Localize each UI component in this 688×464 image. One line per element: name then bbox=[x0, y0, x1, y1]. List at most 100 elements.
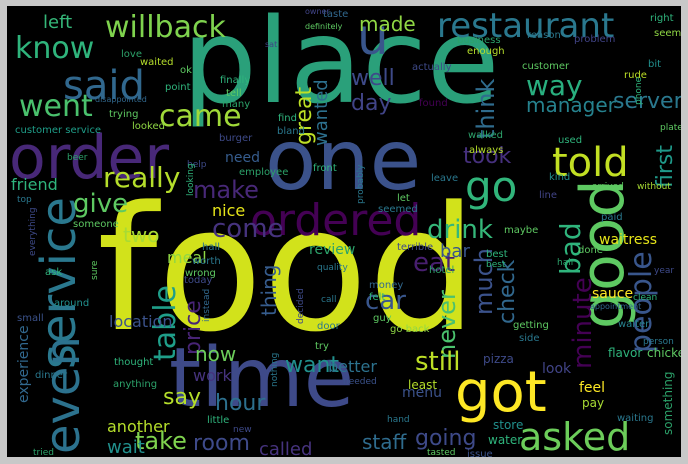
word-staff: staff bbox=[362, 430, 407, 454]
word-another: another bbox=[107, 417, 170, 436]
word-going: going bbox=[415, 426, 477, 451]
word-ask: ask bbox=[45, 267, 63, 278]
word-ok: ok bbox=[180, 65, 192, 76]
word-side: side bbox=[519, 333, 540, 344]
word-felt: felt bbox=[369, 292, 386, 303]
word-kind: kind bbox=[549, 172, 571, 183]
word-seem: seem bbox=[654, 28, 681, 39]
word-go-back: go back bbox=[390, 324, 430, 335]
word-u: u bbox=[357, 8, 389, 66]
word-door: door bbox=[317, 321, 340, 332]
word-friend: friend bbox=[11, 175, 58, 194]
word-order: order bbox=[9, 123, 169, 193]
word-owner: owner bbox=[305, 7, 330, 16]
word-year: year bbox=[654, 266, 675, 276]
word-rude: rude bbox=[624, 70, 647, 81]
word-quality: quality bbox=[317, 263, 348, 273]
word-need: need bbox=[225, 150, 260, 166]
word-employee: employee bbox=[239, 167, 289, 178]
word-phone: phone bbox=[634, 76, 644, 105]
word-menu: menu bbox=[402, 385, 442, 401]
word-wrong: wrong bbox=[185, 268, 216, 279]
word-wanted: wanted bbox=[311, 79, 332, 146]
word-small: small bbox=[17, 313, 44, 324]
word-well: well bbox=[351, 66, 395, 91]
word-plate: plate bbox=[660, 123, 681, 133]
word-instead: instead bbox=[202, 288, 212, 322]
word-food: food bbox=[97, 169, 478, 370]
word-nothing: nothing bbox=[270, 352, 280, 387]
word-guy: guy bbox=[373, 313, 392, 324]
word-used: used bbox=[558, 135, 583, 146]
word-walked: walked bbox=[468, 130, 504, 141]
word-went: went bbox=[19, 89, 93, 124]
word-customer: customer bbox=[522, 61, 570, 72]
word-today: today bbox=[184, 275, 213, 286]
word-pizza: pizza bbox=[483, 352, 514, 366]
word-found: found bbox=[419, 98, 448, 109]
word-around: around bbox=[54, 298, 90, 309]
word-money: money bbox=[369, 280, 404, 291]
word-waitress: waitress bbox=[599, 232, 658, 248]
word-worth: worth bbox=[192, 256, 221, 267]
word-reason: reason bbox=[527, 30, 561, 41]
word-car: car bbox=[365, 286, 406, 316]
word-terrible: terrible bbox=[397, 242, 434, 253]
word-least: least bbox=[408, 378, 438, 392]
word-made: made bbox=[359, 12, 416, 36]
word-leave: leave bbox=[431, 173, 459, 184]
word-give: give bbox=[73, 189, 129, 219]
word-came: came bbox=[159, 99, 242, 134]
word-let: let bbox=[397, 193, 410, 204]
word-hall: hall bbox=[202, 242, 221, 253]
word-beer: beer bbox=[67, 153, 88, 163]
word-time: time bbox=[169, 331, 355, 426]
word-meal: meal bbox=[167, 248, 207, 267]
word-needed: needed bbox=[343, 377, 377, 387]
word-pay: pay bbox=[582, 396, 605, 410]
word-feel: feel bbox=[579, 380, 606, 396]
word-waiter: waiter bbox=[618, 319, 650, 330]
word-right: right bbox=[650, 13, 674, 24]
word-front: front bbox=[313, 163, 337, 174]
word-know: know bbox=[15, 31, 95, 66]
word-someone: someone bbox=[73, 219, 119, 230]
word-disappointed: disappointed bbox=[95, 95, 147, 104]
word-water: water bbox=[488, 433, 523, 447]
word-took: took bbox=[463, 144, 512, 169]
word-called: called bbox=[259, 439, 313, 458]
word-experience: experience bbox=[16, 325, 32, 403]
word-store: store bbox=[493, 418, 524, 432]
word-love: love bbox=[121, 49, 142, 60]
word-definitely: definitely bbox=[305, 22, 343, 31]
word-find: find bbox=[278, 113, 297, 124]
word-way: way bbox=[526, 69, 583, 102]
word-appointment: appointment bbox=[590, 302, 642, 311]
word-best: best bbox=[486, 260, 506, 270]
word-one: one bbox=[265, 111, 422, 209]
word-thing: thing bbox=[257, 264, 281, 316]
word-hotel: hotel bbox=[429, 265, 455, 276]
word-always: always bbox=[469, 145, 504, 156]
word-anything: anything bbox=[113, 379, 158, 390]
word-flavor: flavor bbox=[608, 346, 643, 360]
word-trying: trying bbox=[109, 109, 139, 120]
word-asked: asked bbox=[519, 415, 631, 457]
word-getting: getting bbox=[513, 320, 549, 331]
word-better: better bbox=[328, 357, 377, 376]
word-work: work bbox=[193, 366, 232, 385]
word-arrived: arrived bbox=[592, 182, 624, 192]
word-person: person bbox=[643, 337, 674, 347]
word-wait: wait bbox=[107, 437, 145, 457]
word-paid: paid bbox=[601, 212, 623, 223]
word-burger: burger bbox=[219, 133, 253, 144]
word-come: come bbox=[212, 214, 284, 244]
word-something: something bbox=[661, 371, 675, 435]
word-cloud-canvas: food place time one good service order even got o… bbox=[7, 6, 681, 457]
word-without: without bbox=[637, 182, 671, 192]
word-server: server bbox=[613, 89, 681, 114]
word-enough: enough bbox=[467, 46, 505, 57]
word-business: business bbox=[457, 35, 501, 46]
word-hand: hand bbox=[387, 415, 410, 425]
word-waiting: waiting bbox=[617, 413, 654, 424]
